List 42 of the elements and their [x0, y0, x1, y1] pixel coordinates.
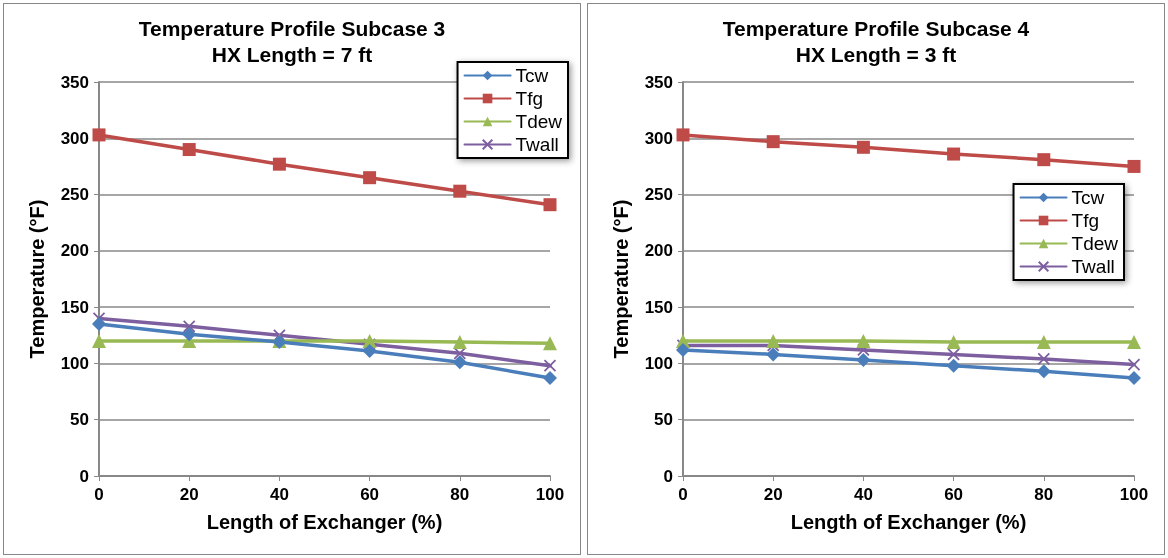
x-tick-label: 100: [1119, 485, 1149, 504]
x-tick-label: 60: [360, 485, 380, 504]
y-tick-label: 250: [60, 185, 89, 205]
x-axis-title: Length of Exchanger (%): [206, 511, 443, 533]
y-tick-label: 200: [644, 241, 673, 261]
x-tick-label: 20: [179, 485, 199, 504]
legend-label: Twall: [1071, 256, 1115, 277]
y-tick-label: 0: [663, 466, 673, 486]
x-tick-label: 0: [678, 485, 688, 504]
x-axis-title: Length of Exchanger (%): [790, 511, 1027, 533]
x-tick-label: 100: [535, 485, 565, 504]
x-tick-label: 0: [94, 485, 104, 504]
chart-title: Temperature Profile Subcase 4 HX Length = 3 ft: [722, 16, 1030, 66]
x-tick-label: 60: [944, 485, 964, 504]
legend-label: Tdew: [1071, 233, 1119, 254]
y-tick-label: 200: [60, 241, 89, 261]
legend-label: Twall: [515, 134, 559, 155]
y-tick-label: 300: [644, 128, 673, 148]
y-tick-label: 350: [644, 72, 673, 92]
chart-title: Temperature Profile Subcase 3 HX Length = 7 ft: [138, 16, 446, 66]
legend-label: Tcw: [1071, 187, 1105, 208]
y-tick-label: 350: [60, 72, 89, 92]
legend-label: Tfg: [1071, 210, 1099, 231]
y-tick-label: 50: [654, 410, 673, 430]
x-tick-label: 40: [269, 485, 289, 504]
x-tick-label: 80: [1034, 485, 1054, 504]
y-tick-label: 150: [644, 297, 673, 317]
y-axis-title: Temperature (°F): [610, 199, 632, 359]
y-tick-label: 0: [79, 466, 89, 486]
y-axis-title: Temperature (°F): [26, 199, 48, 359]
x-tick-label: 80: [450, 485, 470, 504]
y-tick-label: 100: [644, 353, 673, 373]
y-tick-label: 50: [70, 410, 89, 430]
y-tick-label: 300: [60, 128, 89, 148]
y-tick-label: 150: [60, 297, 89, 317]
y-tick-label: 100: [60, 353, 89, 373]
y-tick-label: 250: [644, 185, 673, 205]
legend-label: Tcw: [515, 65, 549, 86]
legend-label: Tfg: [515, 88, 543, 109]
legend-label: Tdew: [515, 111, 563, 132]
x-tick-label: 20: [763, 485, 783, 504]
x-tick-label: 40: [853, 485, 873, 504]
